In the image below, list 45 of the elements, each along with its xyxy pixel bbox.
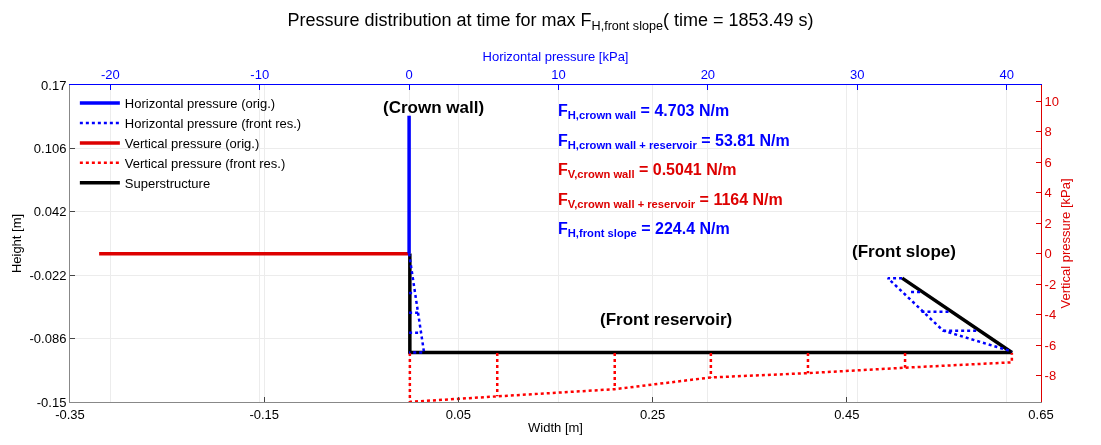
y2-axis-title: Vertical pressure [kPa] <box>1057 178 1073 309</box>
x2-tick-label: 0 <box>405 66 413 82</box>
x-tick-label: 0.25 <box>639 406 666 422</box>
x2-tick-label: 40 <box>999 66 1014 82</box>
y-tick-label: 0.17 <box>41 77 67 93</box>
x2-axis-title: Horizontal pressure [kPa] <box>482 48 629 64</box>
legend-label: Superstructure <box>124 175 211 191</box>
x-tick-label: 0.65 <box>1028 406 1054 422</box>
x2-tick-label: -10 <box>250 66 270 82</box>
annotation: F$_{H,crown wall}$ = 4.703 N/m <box>558 102 730 122</box>
legend-label: Vertical pressure (orig.) <box>124 135 260 151</box>
x-tick-label: -0.15 <box>249 406 280 422</box>
y2-tick-label: 2 <box>1044 215 1052 231</box>
x-tick-label: 0.05 <box>445 406 472 422</box>
annotation: F$_{H,front slope}$ = 224.4 N/m <box>558 220 730 240</box>
y-tick-label: -0.086 <box>29 331 67 347</box>
y2-tick-label: 0 <box>1044 246 1052 262</box>
y-tick-label: -0.022 <box>29 267 67 283</box>
x2-tick-label: 10 <box>551 66 566 82</box>
annotation: F$_{V,crown wall}$ = 0.5041 N/m <box>558 161 737 181</box>
x-tick-label: 0.45 <box>834 406 860 422</box>
annotation: (Front slope) <box>852 242 956 261</box>
y-tick-label: 0.042 <box>33 204 67 220</box>
y2-tick-label: -8 <box>1044 368 1057 384</box>
chart-title: Pressure distribution at time for max F$_{H,front slope}$( time = 1853.49 s) <box>287 9 814 33</box>
y2-tick-label: 6 <box>1044 154 1052 170</box>
annotation: F$_{V,crown wall + reservoir}$ = 1164 N/m <box>558 191 783 211</box>
y2-tick-label: -6 <box>1044 337 1057 353</box>
legend-label: Vertical pressure (front res.) <box>124 155 286 171</box>
x2-tick-label: 30 <box>850 66 865 82</box>
x2-tick-label: 20 <box>700 66 716 82</box>
y-axis-title: Height [m] <box>9 213 25 274</box>
legend-label: Horizontal pressure (front res.) <box>124 116 302 132</box>
y2-tick-label: 10 <box>1044 93 1060 109</box>
x-axis-title: Width [m] <box>528 420 583 436</box>
y2-tick-label: 4 <box>1044 185 1052 201</box>
annotation: (Crown wall) <box>383 98 485 117</box>
y2-tick-label: -2 <box>1044 276 1057 292</box>
y2-tick-label: -4 <box>1044 307 1057 323</box>
annotation: F$_{H,crown wall + reservoir}$ = 53.81 N/m <box>558 132 790 152</box>
x2-tick-label: -20 <box>100 66 120 82</box>
y2-tick-label: 8 <box>1044 124 1052 140</box>
annotation: (Front reservoir) <box>600 310 733 329</box>
legend-label: Horizontal pressure (orig.) <box>124 96 276 112</box>
y-tick-label: 0.106 <box>33 140 67 156</box>
